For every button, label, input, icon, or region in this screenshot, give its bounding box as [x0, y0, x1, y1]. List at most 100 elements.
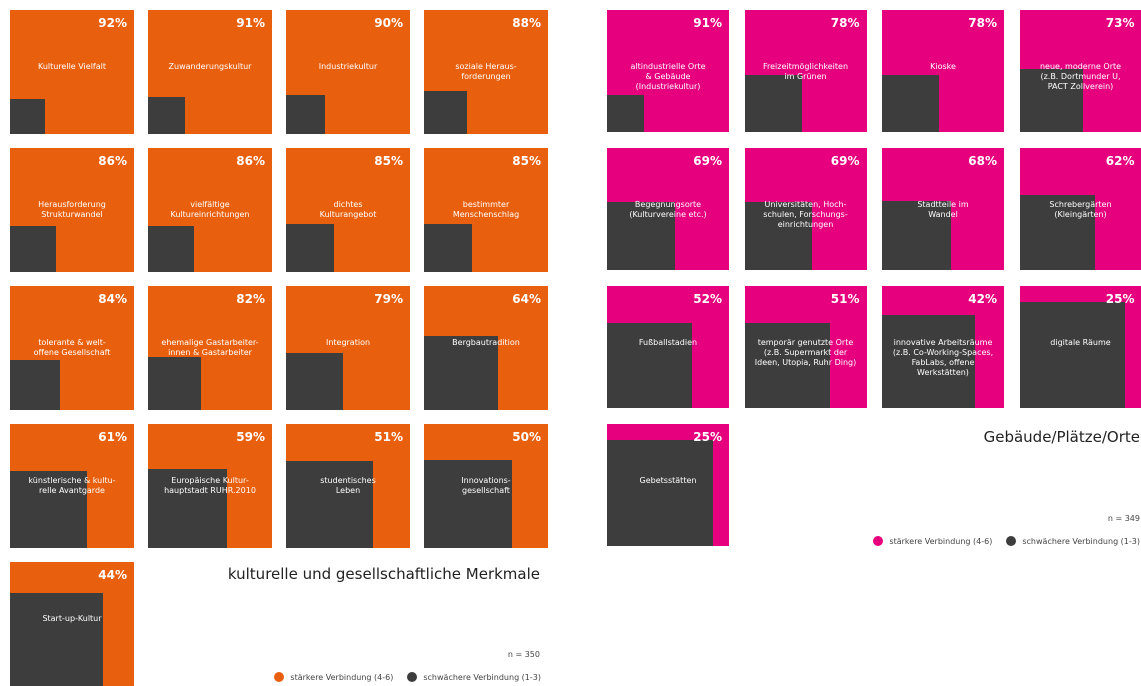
- tile: 50% Innovations- gesellschaft: [424, 424, 548, 548]
- tile-label: Zuwanderungskultur: [152, 62, 268, 72]
- tile: 42%innovative Arbeitsräume (z.B. Co-Work…: [882, 286, 1004, 408]
- tile: 52% Fußballstadien: [607, 286, 729, 408]
- tile-label: soziale Heraus- forderungen: [428, 62, 544, 82]
- tile: 78% Freizeitmöglichkeiten im Grünen: [745, 10, 867, 132]
- value-label: 91%: [693, 16, 722, 30]
- value-label: 86%: [98, 154, 127, 168]
- weak-square: [148, 357, 201, 410]
- tile: 90% Industriekultur: [286, 10, 410, 134]
- tile-label: künstlerische & kultu- relle Avantgarde: [14, 476, 130, 496]
- value-label: 73%: [1106, 16, 1135, 30]
- value-label: 90%: [374, 16, 403, 30]
- weak-square: [424, 91, 467, 134]
- tile-label: Kulturelle Vielfalt: [14, 62, 130, 72]
- legend-swatch: [274, 672, 284, 682]
- weak-square: [882, 75, 939, 132]
- value-label: 92%: [98, 16, 127, 30]
- tile: 86% Herausforderung Strukturwandel: [10, 148, 134, 272]
- value-label: 25%: [693, 430, 722, 444]
- value-label: 91%: [236, 16, 265, 30]
- tile-label: altindustrielle Orte & Gebäude (Industri…: [611, 62, 725, 92]
- tile-label: Start-up-Kultur: [14, 614, 130, 624]
- tile-label: Europäische Kultur- hauptstadt RUHR.2010: [152, 476, 268, 496]
- tile: 69%Begegnungsorte (Kulturvereine etc.): [607, 148, 729, 270]
- tile-label: Freizeitmöglichkeiten im Grünen: [749, 62, 863, 82]
- value-label: 78%: [831, 16, 860, 30]
- tile: 79%Integration: [286, 286, 410, 410]
- tile: 84% tolerante & welt- offene Gesellschaft: [10, 286, 134, 410]
- weak-square: [286, 95, 325, 134]
- tile-label: Fußballstadien: [611, 338, 725, 348]
- tile: 59% Europäische Kultur- hauptstadt RUHR.2…: [148, 424, 272, 548]
- weak-square: [286, 461, 373, 548]
- tile: 78% Kioske: [882, 10, 1004, 132]
- tile-label: tolerante & welt- offene Gesellschaft: [14, 338, 130, 358]
- weak-square: [148, 97, 185, 134]
- weak-square: [1020, 302, 1126, 408]
- tile-label: Gebetsstätten: [611, 476, 725, 486]
- value-label: 78%: [968, 16, 997, 30]
- value-label: 44%: [98, 568, 127, 582]
- tile: 85% bestimmter Menschenschlag: [424, 148, 548, 272]
- value-label: 85%: [512, 154, 541, 168]
- tile-label: temporär genutzte Orte (z.B. Supermarkt …: [749, 338, 863, 368]
- tile: 91% Zuwanderungskultur: [148, 10, 272, 134]
- weak-square: [424, 460, 512, 548]
- tile-label: dichtes Kulturangebot: [290, 200, 406, 220]
- value-label: 84%: [98, 292, 127, 306]
- weak-square: [148, 226, 194, 272]
- value-label: 50%: [512, 430, 541, 444]
- tile: 85%dichtes Kulturangebot: [286, 148, 410, 272]
- tile: 51% studentisches Leben: [286, 424, 410, 548]
- legend-label: schwächere Verbindung (1-3): [1022, 537, 1140, 546]
- value-label: 59%: [236, 430, 265, 444]
- weak-square: [10, 99, 45, 134]
- tile: 86%vielfältige Kultureinrichtungen: [148, 148, 272, 272]
- legend-label: stärkere Verbindung (4-6): [889, 537, 992, 546]
- tile-label: Innovations- gesellschaft: [428, 476, 544, 496]
- tile: 25% Gebetsstätten: [607, 424, 729, 546]
- sample-size: n = 349: [1108, 514, 1140, 523]
- tile-label: bestimmter Menschenschlag: [428, 200, 544, 220]
- value-label: 42%: [968, 292, 997, 306]
- tile: 91% altindustrielle Orte & Gebäude (Indus…: [607, 10, 729, 132]
- tile: 64%Bergbautradition: [424, 286, 548, 410]
- tile: 69% Universitäten, Hoch- schulen, Forschu…: [745, 148, 867, 270]
- tile-label: Schrebergärten (Kleingärten): [1024, 200, 1138, 220]
- weak-square: [10, 360, 60, 410]
- tile: 62%Schrebergärten (Kleingärten): [1020, 148, 1141, 270]
- weak-square: [607, 323, 692, 408]
- tile-label: Bergbautradition: [428, 338, 544, 348]
- legend-label: schwächere Verbindung (1-3): [423, 673, 541, 682]
- value-label: 51%: [831, 292, 860, 306]
- tile: 44% Start-up-Kultur: [10, 562, 134, 686]
- legend: stärkere Verbindung (4-6) schwächere Verb…: [873, 536, 1140, 546]
- tile: 82% ehemalige Gastarbeiter- innen & Gasta…: [148, 286, 272, 410]
- weak-square: [10, 226, 56, 272]
- tile-label: Stadtteile im Wandel: [886, 200, 1000, 220]
- weak-square: [286, 224, 334, 272]
- weak-square: [286, 353, 343, 410]
- value-label: 82%: [236, 292, 265, 306]
- value-label: 52%: [693, 292, 722, 306]
- tile: 51% temporär genutzte Orte (z.B. Supermar…: [745, 286, 867, 408]
- weak-square: [607, 440, 713, 546]
- value-label: 69%: [693, 154, 722, 168]
- value-label: 51%: [374, 430, 403, 444]
- tile-label: Kioske: [886, 62, 1000, 72]
- weak-square: [607, 95, 644, 132]
- value-label: 86%: [236, 154, 265, 168]
- tile-label: ehemalige Gastarbeiter- innen & Gastarbe…: [152, 338, 268, 358]
- tile-label: Universitäten, Hoch- schulen, Forschungs…: [749, 200, 863, 230]
- tile-label: Herausforderung Strukturwandel: [14, 200, 130, 220]
- value-label: 69%: [831, 154, 860, 168]
- legend: stärkere Verbindung (4-6)schwächere Verb…: [274, 672, 541, 682]
- tile-label: studentisches Leben: [290, 476, 406, 496]
- chart-title: kulturelle und gesellschaftliche Merkmal…: [228, 565, 540, 583]
- tile: 73%neue, moderne Orte (z.B. Dortmunder U…: [1020, 10, 1141, 132]
- legend-swatch: [407, 672, 417, 682]
- tile-label: Industriekultur: [290, 62, 406, 72]
- value-label: 79%: [374, 292, 403, 306]
- value-label: 25%: [1106, 292, 1135, 306]
